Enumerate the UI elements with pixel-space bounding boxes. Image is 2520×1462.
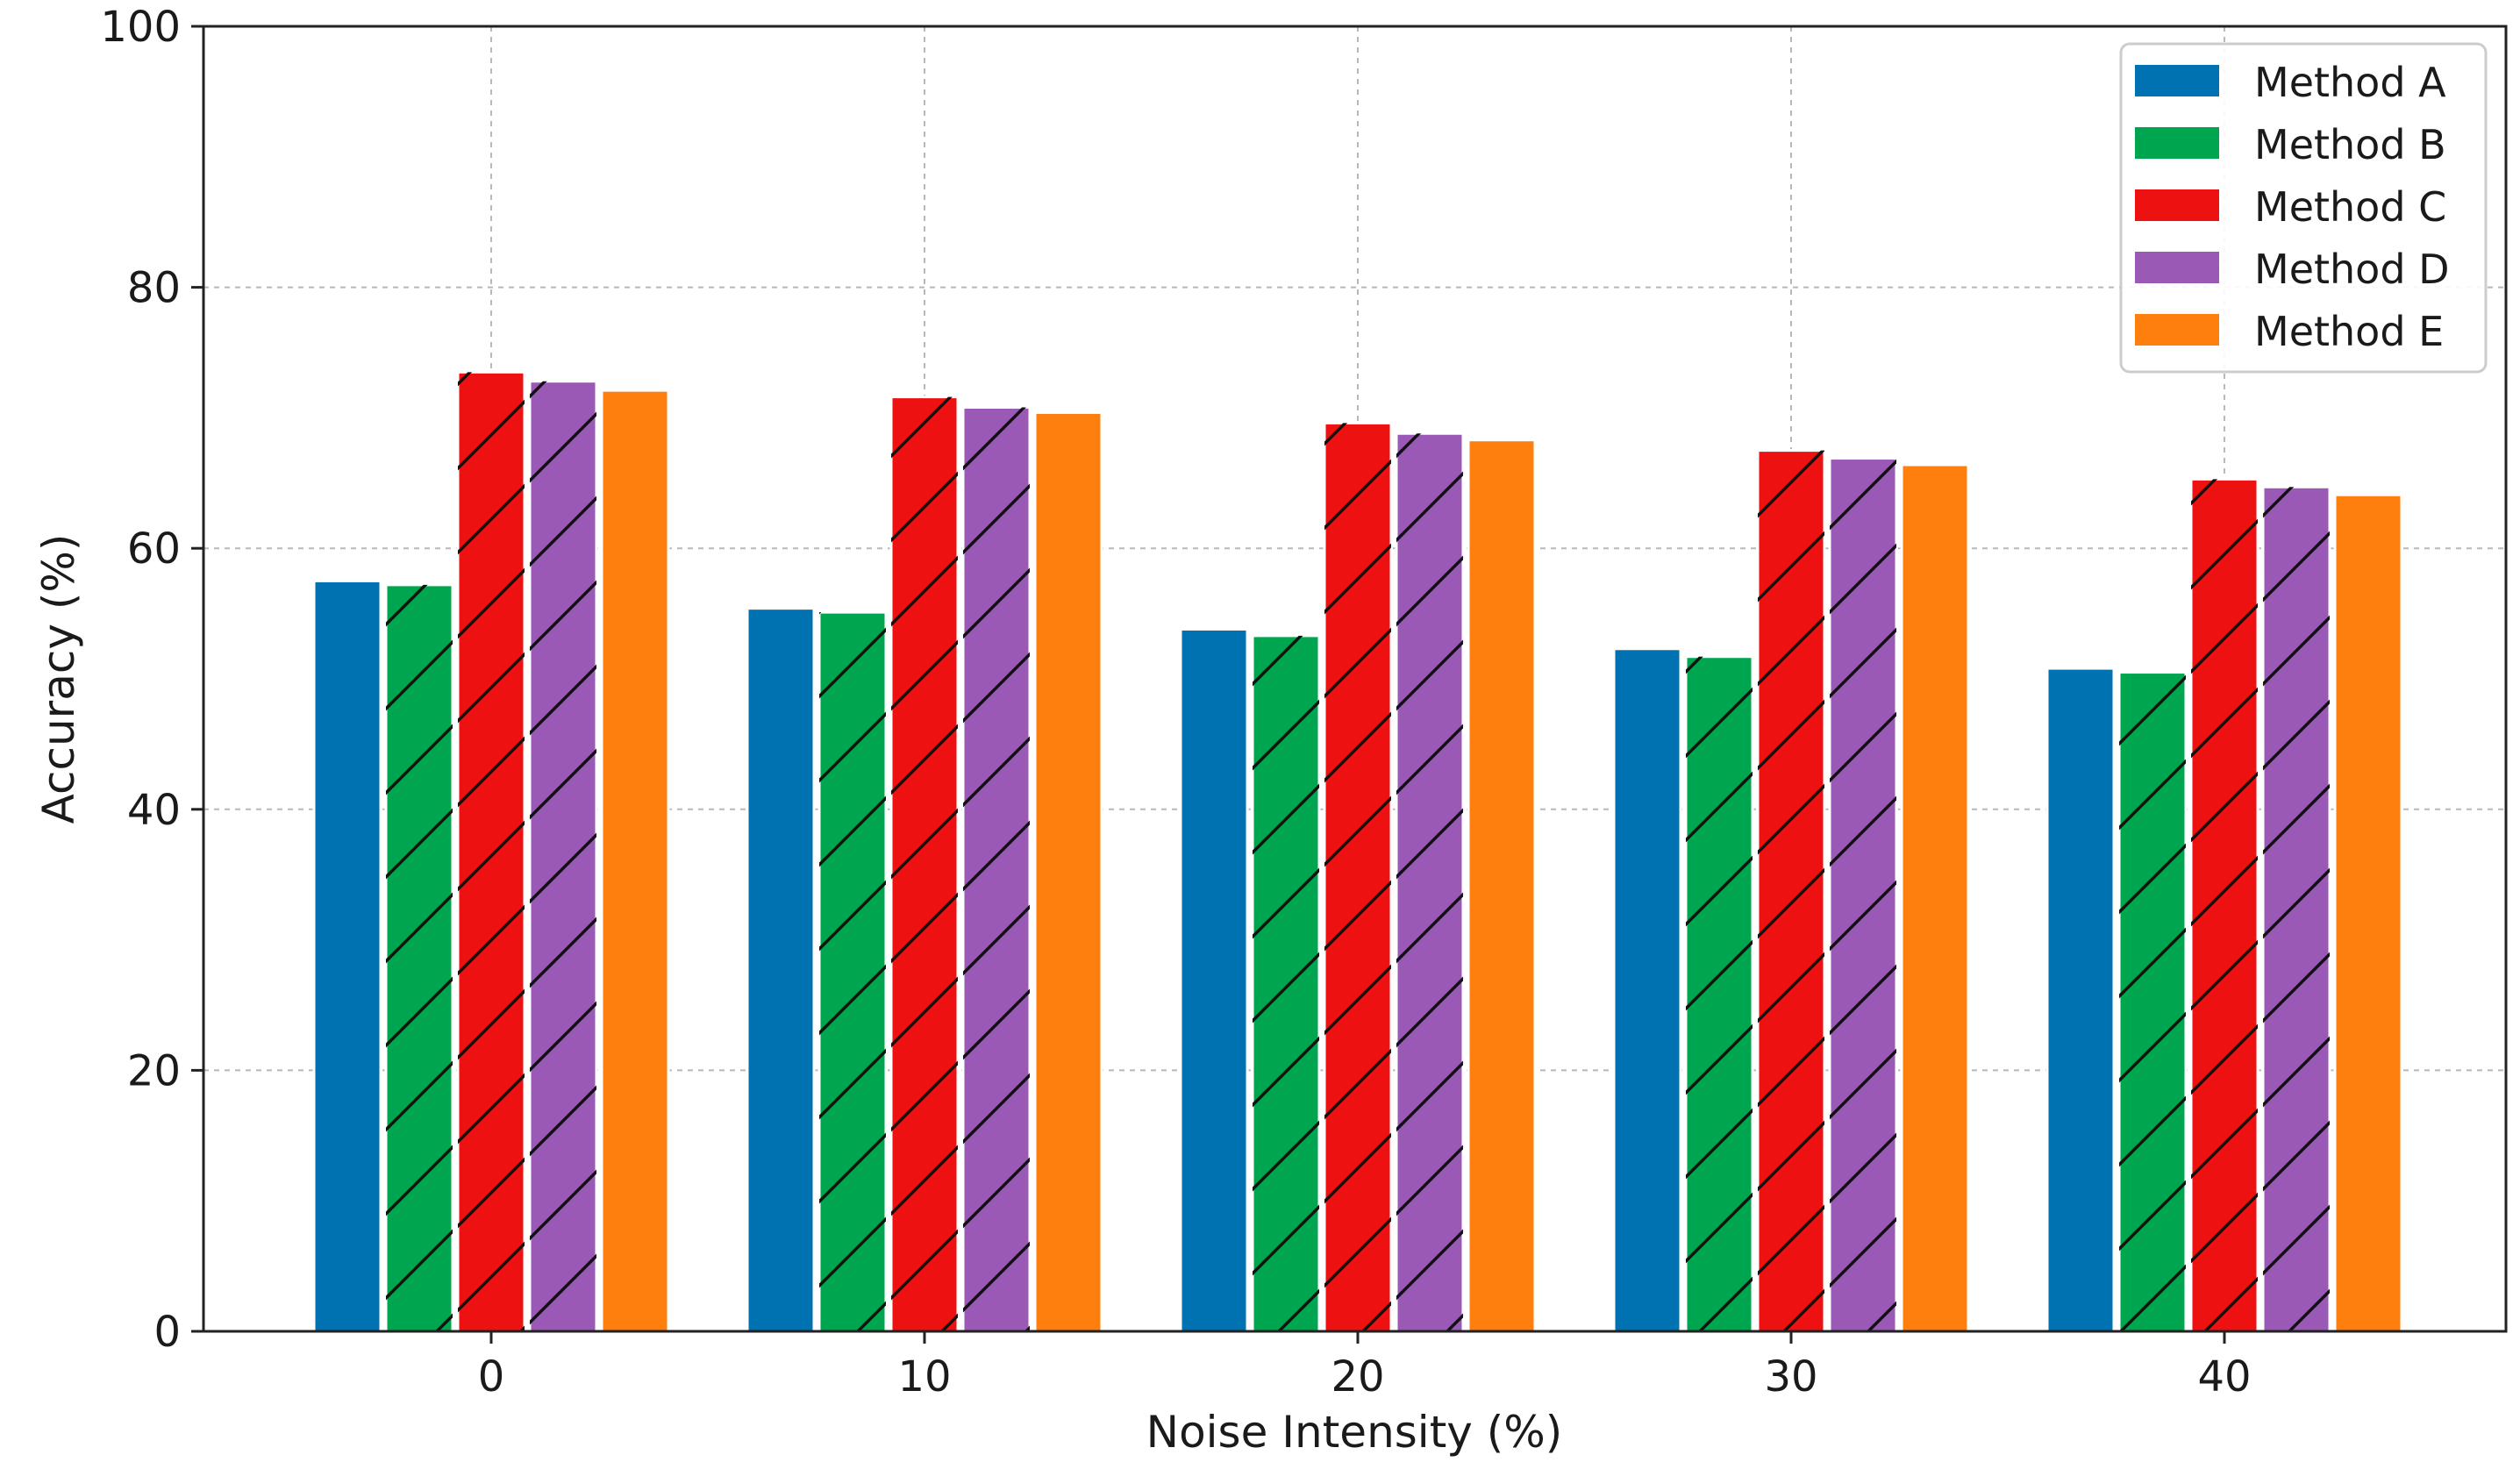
bar-method-e-10 (1033, 410, 1103, 1333)
y-tick-label: 20 (127, 1046, 181, 1095)
bar-hatch-method-c-10 (891, 396, 958, 1331)
bar-hatch-method-c-20 (1324, 423, 1391, 1331)
bar-hatch-method-b-0 (386, 584, 453, 1331)
bar-hatch-method-d-20 (1396, 433, 1463, 1332)
legend-label-method-b: Method B (2254, 121, 2446, 168)
legend-label-method-e: Method E (2254, 308, 2444, 355)
legend-label-method-d: Method D (2254, 246, 2450, 293)
bar-hatch-method-d-10 (963, 407, 1030, 1332)
y-tick-label: 60 (127, 524, 181, 574)
legend-swatch-method-d (2135, 252, 2219, 283)
y-tick-label: 100 (100, 3, 181, 52)
x-tick-label: 40 (2197, 1352, 2251, 1401)
x-tick-label: 0 (478, 1352, 505, 1401)
bar-method-a-0 (312, 579, 382, 1333)
bar-method-e-30 (1900, 463, 1970, 1333)
bar-hatch-method-b-40 (2119, 672, 2186, 1331)
ticks: 0 20 40 60 80 100 0 10 20 30 40 (100, 3, 2251, 1401)
bar-hatch-method-d-40 (2263, 487, 2330, 1331)
bar-hatch-method-b-30 (1686, 656, 1753, 1331)
y-axis-label: Accuracy (%) (33, 534, 84, 824)
y-tick-label: 0 (153, 1308, 181, 1357)
bar-hatch-method-b-10 (819, 612, 886, 1331)
legend-swatch-method-c (2135, 189, 2219, 221)
bar-method-a-40 (2045, 667, 2116, 1333)
legend-label-method-c: Method C (2254, 183, 2446, 231)
bar-hatch-method-b-20 (1253, 635, 1319, 1331)
legend-swatch-method-b (2135, 127, 2219, 159)
bar-method-a-10 (746, 607, 816, 1333)
bar-hatch-method-d-30 (1830, 458, 1896, 1331)
legend-label-method-a: Method A (2254, 59, 2446, 106)
bar-method-a-20 (1179, 627, 1249, 1333)
y-tick-label: 40 (127, 786, 181, 835)
bar-hatch-method-c-0 (458, 372, 525, 1331)
bar-method-e-40 (2333, 493, 2403, 1333)
legend-swatch-method-e (2135, 314, 2219, 346)
bar-method-e-0 (600, 389, 670, 1333)
y-tick-label: 80 (127, 264, 181, 313)
plot-frame (202, 25, 2508, 1333)
bar-hatch-method-c-30 (1758, 450, 1824, 1331)
bar-hatch-method-c-40 (2191, 479, 2258, 1331)
legend-swatch-method-a (2135, 65, 2219, 96)
bar-method-a-30 (1612, 647, 1682, 1333)
x-tick-label: 20 (1331, 1352, 1384, 1401)
x-tick-label: 30 (1764, 1352, 1817, 1401)
x-axis-label: Noise Intensity (%) (1146, 1407, 1563, 1458)
x-tick-label: 10 (897, 1352, 951, 1401)
legend: Method A Method B Method C Method D Method E (2119, 42, 2488, 374)
bar-hatch-method-d-0 (530, 381, 596, 1332)
bars (312, 370, 2403, 1333)
legend-frame (2119, 42, 2488, 374)
bar-method-e-20 (1467, 439, 1537, 1333)
